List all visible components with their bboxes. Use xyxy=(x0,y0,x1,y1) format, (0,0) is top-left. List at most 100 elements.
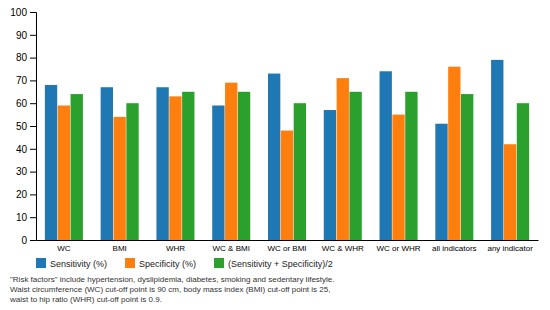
bar xyxy=(392,115,404,240)
bar xyxy=(491,60,503,240)
tick-mark xyxy=(30,12,36,13)
tick-mark xyxy=(30,58,36,59)
tick-label: 70 xyxy=(16,75,28,86)
tick-label: 100 xyxy=(10,7,27,18)
legend-label: Specificity (%) xyxy=(139,259,196,269)
legend: Sensitivity (%) Specificity (%) (Sensitivi… xyxy=(36,258,333,269)
tick-label: WC xyxy=(57,244,71,253)
tick-mark xyxy=(30,80,36,81)
tick-label: WHR xyxy=(166,244,185,253)
bar xyxy=(238,92,250,240)
tick-label: 80 xyxy=(16,52,28,63)
bar xyxy=(380,71,392,240)
axis-line xyxy=(37,240,539,241)
chart: 0102030405060708090100WCBMIWHRWC & BMIWC… xyxy=(0,0,550,310)
bar xyxy=(156,87,168,240)
tick-label: 30 xyxy=(16,166,28,177)
bar xyxy=(504,144,516,240)
tick-label: all indicators xyxy=(432,244,476,253)
tick-mark xyxy=(30,149,36,150)
tick: WHR xyxy=(166,244,185,253)
bar xyxy=(337,78,349,240)
bar xyxy=(101,87,113,240)
tick-label: 40 xyxy=(16,144,28,155)
series xyxy=(45,60,504,240)
tick: 70 xyxy=(16,75,36,86)
legend-swatch xyxy=(125,258,135,268)
tick: 100 xyxy=(10,7,36,18)
series xyxy=(58,67,517,240)
legend-item: (Sensitivity + Specificity)/2 xyxy=(214,258,333,269)
bar xyxy=(212,105,224,240)
bar xyxy=(45,85,57,240)
bar xyxy=(461,94,473,240)
bar xyxy=(349,92,361,240)
tick: 80 xyxy=(16,52,36,63)
bar xyxy=(448,67,460,240)
annotation: "Risk factors" include hypertension, dys… xyxy=(10,275,335,284)
legend-swatch xyxy=(36,258,46,268)
y-axis: 0 10 20 30 40 50 60 70 80 90 100 xyxy=(10,7,36,246)
bar xyxy=(294,103,306,240)
tick: WC & WHR xyxy=(322,244,364,253)
tick: 50 xyxy=(16,121,36,132)
bar xyxy=(71,94,83,240)
tick: 30 xyxy=(16,166,36,177)
tick-mark xyxy=(30,103,36,104)
bar xyxy=(268,74,280,240)
tick-label: 60 xyxy=(16,98,28,109)
tick: 60 xyxy=(16,98,36,109)
tick-label: 50 xyxy=(16,121,28,132)
tick-label: WC or WHR xyxy=(377,244,421,253)
tick: 90 xyxy=(16,30,36,41)
tick-label: WC & WHR xyxy=(322,244,364,253)
legend-item: Specificity (%) xyxy=(125,258,196,269)
annotation: waist to hip ratio (WHR) cut-off point i… xyxy=(9,295,162,304)
bar xyxy=(324,110,336,240)
bars xyxy=(45,60,529,240)
tick: WC xyxy=(57,244,71,253)
bar xyxy=(114,117,126,240)
tick: 20 xyxy=(16,189,36,200)
x-axis: WC BMI WHR WC & BMI WC or BMI WC & WHR WC or W… xyxy=(37,241,539,253)
bar xyxy=(435,124,447,240)
footnote: "Risk factors" include hypertension, dys… xyxy=(9,275,335,304)
bar xyxy=(225,83,237,240)
legend-label: (Sensitivity + Specificity)/2 xyxy=(228,259,333,269)
bar xyxy=(182,92,194,240)
annotation: Waist circumference (WC) cut-off point i… xyxy=(10,285,330,294)
tick-label: 90 xyxy=(16,30,28,41)
tick: WC or WHR xyxy=(377,244,421,253)
bar xyxy=(58,105,70,240)
tick: WC or BMI xyxy=(267,244,306,253)
tick-label: 0 xyxy=(21,235,27,246)
tick: BMI xyxy=(113,244,127,253)
legend-swatch xyxy=(214,258,224,268)
plot: 0102030405060708090100WCBMIWHRWC & BMIWC… xyxy=(10,7,538,253)
tick-mark xyxy=(30,217,36,218)
bar xyxy=(126,103,138,240)
tick-mark xyxy=(30,194,36,195)
bar xyxy=(517,103,529,240)
tick-mark xyxy=(30,240,36,241)
legend-item: Sensitivity (%) xyxy=(36,258,107,269)
tick-mark xyxy=(30,126,36,127)
legend-label: Sensitivity (%) xyxy=(50,259,107,269)
tick: WC & BMI xyxy=(213,244,250,253)
tick: any indicator xyxy=(487,244,533,253)
tick: 0 xyxy=(21,235,36,246)
tick-label: 10 xyxy=(16,212,28,223)
series xyxy=(71,92,530,240)
tick-mark xyxy=(30,35,36,36)
tick: all indicators xyxy=(432,244,476,253)
tick-label: 20 xyxy=(16,189,28,200)
tick-label: WC & BMI xyxy=(213,244,250,253)
bar xyxy=(281,131,293,240)
tick-mark xyxy=(30,172,36,173)
tick: 40 xyxy=(16,144,36,155)
bar xyxy=(169,96,181,240)
tick-label: WC or BMI xyxy=(267,244,306,253)
tick: 10 xyxy=(16,212,36,223)
bar xyxy=(405,92,417,240)
tick-label: BMI xyxy=(113,244,127,253)
